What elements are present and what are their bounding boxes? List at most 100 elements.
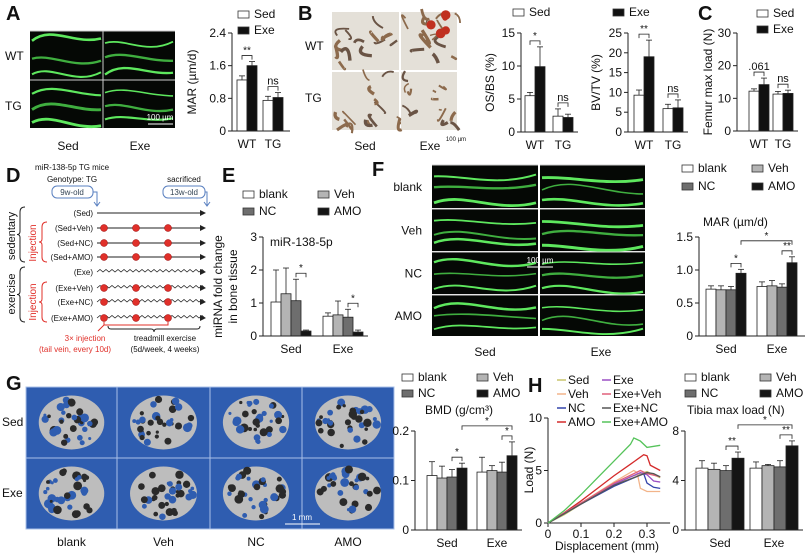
significance-label: * <box>351 293 355 304</box>
injection-brace <box>38 281 48 323</box>
injection-note-detail: (tail vein, every 10d) <box>39 345 111 354</box>
legend-swatch-exe <box>756 25 769 34</box>
fluorescent-label-band <box>31 56 102 65</box>
trabecula-stain <box>343 118 354 132</box>
y-axis-label: MAR (µm/d) <box>185 50 199 115</box>
bone-pore <box>228 411 232 415</box>
row-label-tg: TG <box>5 99 22 113</box>
trabecula-stain <box>401 14 409 30</box>
bone-pore <box>76 408 84 416</box>
bone-pore <box>182 480 191 488</box>
trabecula-stain <box>333 44 340 60</box>
bone-pore <box>235 425 245 434</box>
significance-label: ns <box>557 92 569 104</box>
significance-bracket <box>461 425 513 430</box>
y-tick-label: 0 <box>615 125 622 139</box>
bone-pore <box>61 439 68 446</box>
bone-pore <box>71 414 78 421</box>
y-tick-label: 5 <box>535 464 542 478</box>
microct-tile <box>25 457 118 530</box>
bone-pore <box>348 505 357 514</box>
exercise-note: treadmill exercise <box>134 334 197 343</box>
bone-pore <box>339 443 344 448</box>
trabecula-stain <box>353 38 365 44</box>
bone-pore <box>251 408 257 415</box>
start-age: 9w-old <box>60 188 84 197</box>
legend-swatch-veh <box>759 373 772 382</box>
bone-pore <box>82 426 88 433</box>
bone-pore <box>168 495 177 504</box>
injection-dot <box>132 314 140 322</box>
bone-pore <box>84 475 90 480</box>
bone-pore <box>41 415 49 423</box>
bar-nc-sed <box>446 476 458 531</box>
bone-pore <box>159 513 166 520</box>
y-tick-label: 3 <box>250 230 257 244</box>
bone-pore <box>341 478 349 485</box>
legend-label: NC <box>701 386 719 400</box>
bone-pore <box>256 413 264 421</box>
bone-pore <box>67 504 73 510</box>
injection-dot <box>100 284 108 292</box>
trabecula-stain <box>381 70 394 78</box>
bone-pore <box>56 402 65 412</box>
legend-label: blank <box>259 187 289 201</box>
osteoid-stain <box>440 10 451 20</box>
injection-dot <box>132 253 140 261</box>
arrowhead-icon <box>200 254 206 260</box>
significance-bracket <box>267 86 279 91</box>
legend-label: Veh <box>768 161 789 175</box>
injection-dot <box>100 224 108 232</box>
bone-pore <box>243 466 252 475</box>
bone-pore <box>266 431 272 438</box>
y-tick-label: 10 <box>609 85 623 99</box>
x-tick-label: 0.1 <box>573 527 590 541</box>
bone-pore <box>77 483 82 488</box>
bar-amo-sed <box>456 467 468 531</box>
fluorescent-label-band <box>433 230 537 240</box>
legend-swatch-amo <box>751 182 764 191</box>
bone-pore <box>336 404 342 410</box>
bone-pore <box>150 401 157 408</box>
y-tick-label: 0 <box>724 124 731 138</box>
injection-dot <box>132 284 140 292</box>
fluorescent-label-band <box>541 229 644 237</box>
bone-pore <box>187 414 195 422</box>
bone-pore <box>158 501 166 509</box>
legend-label: NC <box>568 401 586 415</box>
micrograph-f <box>432 251 538 294</box>
trabecula-stain <box>449 110 457 121</box>
trabecular-bone <box>130 466 197 521</box>
y-tick-label: 10 <box>529 411 543 425</box>
trabecula-stain <box>344 29 353 41</box>
chart-g <box>426 455 518 531</box>
injection-label: Injection <box>28 283 39 320</box>
injection-label: Injection <box>28 224 39 261</box>
x-tick-label: Exe <box>487 536 508 550</box>
y-tick-label: 1.6 <box>209 59 226 73</box>
bone-pore <box>359 409 365 415</box>
chart-title: Tibia max load (N) <box>687 403 785 417</box>
fluorescent-label-band <box>541 261 644 265</box>
bone-pore <box>77 434 83 441</box>
legend-label: Veh <box>493 370 514 384</box>
legend-label: Exe+Veh <box>613 387 661 401</box>
fluorescent-label-band <box>433 183 537 190</box>
y-tick-label: 0 <box>535 516 542 530</box>
injection-dot <box>164 314 172 322</box>
micrograph-background <box>540 209 645 251</box>
fluorescent-label-band <box>433 313 537 320</box>
bone-pore <box>71 510 80 519</box>
bone-pore <box>353 435 361 443</box>
y-tick-label: 20 <box>718 59 732 73</box>
y-tick-label: 2 <box>250 263 257 277</box>
legend-swatch-blank <box>401 373 414 382</box>
trabecula-stain <box>380 32 393 40</box>
bone-pore <box>151 487 160 496</box>
trabecula-stain <box>334 27 350 37</box>
micrograph-f <box>540 294 645 336</box>
bone-pore <box>155 430 159 434</box>
bone-pore <box>349 481 354 487</box>
bone-pore <box>253 434 261 441</box>
